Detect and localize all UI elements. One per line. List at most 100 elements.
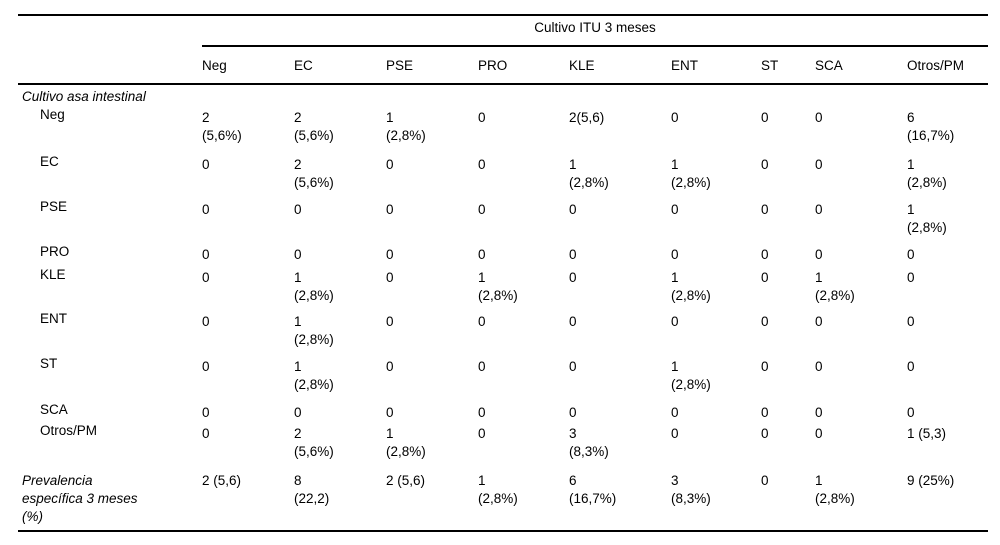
table-row-otros-pm: Otros/PM 0 2 (5,6%) 1 (2,8%) 0 3 (8,3%) … bbox=[18, 422, 988, 468]
table-cell: 0 bbox=[761, 270, 769, 285]
table-cell: 3 (8,3%) bbox=[569, 426, 609, 459]
table-cell: 1 (2,8%) bbox=[294, 359, 334, 392]
table-row-section: Cultivo asa intestinal bbox=[18, 84, 988, 106]
table-cell: 2 (5,6) bbox=[386, 473, 426, 488]
table-cell: 0 bbox=[569, 405, 577, 420]
table-cell bbox=[294, 84, 386, 106]
row-label-sca: SCA bbox=[40, 402, 68, 417]
table-cell: 0 bbox=[294, 247, 302, 262]
column-header-st: ST bbox=[761, 46, 815, 85]
table-cell: 0 bbox=[761, 247, 769, 262]
column-header-sca: SCA bbox=[815, 46, 907, 85]
table-cell: 0 bbox=[815, 157, 823, 172]
table-cell: 0 bbox=[478, 202, 486, 217]
table-cell: 6 (16,7%) bbox=[569, 473, 617, 506]
table-cell: 0 bbox=[761, 157, 769, 172]
table-cell: 1 (2,8%) bbox=[907, 157, 947, 190]
table-cell: 0 bbox=[478, 247, 486, 262]
header-empty-cell bbox=[18, 46, 202, 85]
table-cell: 0 bbox=[671, 405, 679, 420]
table-row-ec: EC 0 2 (5,6%) 0 0 1 (2,8%) 1 (2,8%) 0 0 … bbox=[18, 153, 988, 198]
table-cell: 0 bbox=[815, 247, 823, 262]
table-cell: 0 bbox=[202, 314, 210, 329]
row-label-kle: KLE bbox=[40, 267, 66, 282]
table-row-prevalencia: Prevalencia específica 3 meses (%) 2 (5,… bbox=[18, 468, 988, 531]
table-cell: 0 bbox=[671, 202, 679, 217]
table-cell: 0 bbox=[761, 202, 769, 217]
table-cell: 0 bbox=[907, 359, 915, 374]
table-cell: 1 (2,8%) bbox=[569, 157, 609, 190]
table-cell bbox=[202, 84, 294, 106]
table-cell: 0 bbox=[569, 314, 577, 329]
table-cell bbox=[386, 84, 478, 106]
table-cell bbox=[761, 84, 815, 106]
table-row-ent: ENT 0 1 (2,8%) 0 0 0 0 0 0 0 bbox=[18, 310, 988, 355]
table-cell: 1 (5,3) bbox=[907, 426, 947, 441]
table-cell: 0 bbox=[907, 314, 915, 329]
table-cell: 1 (2,8%) bbox=[815, 473, 855, 506]
table-cell: 1 (2,8%) bbox=[478, 270, 518, 303]
table-cell: 1 (2,8%) bbox=[386, 426, 426, 459]
table-cell: 0 bbox=[907, 405, 915, 420]
table-cell: 0 bbox=[761, 473, 769, 488]
spanner-row: Cultivo ITU 3 meses bbox=[18, 15, 989, 47]
column-header-pro: PRO bbox=[478, 46, 569, 85]
table-cell: 0 bbox=[386, 270, 394, 285]
table-cell: 0 bbox=[569, 270, 577, 285]
table-cell: 0 bbox=[761, 110, 769, 125]
table-cell: 0 bbox=[386, 314, 394, 329]
column-header-otros-pm: Otros/PM bbox=[907, 46, 989, 85]
table-cell: 0 bbox=[671, 426, 679, 441]
table-cell bbox=[478, 84, 569, 106]
table-cell: 0 bbox=[815, 110, 823, 125]
table-cell: 1 (2,8%) bbox=[907, 202, 947, 235]
table-cell: 0 bbox=[815, 405, 823, 420]
column-header-kle: KLE bbox=[569, 46, 671, 85]
table-row-kle: KLE 0 1 (2,8%) 0 1 (2,8%) 0 1 (2,8%) 0 1… bbox=[18, 266, 988, 310]
table-cell: 0 bbox=[815, 314, 823, 329]
row-label-pro: PRO bbox=[40, 244, 70, 259]
column-header-ent: ENT bbox=[671, 46, 761, 85]
table-row-pro: PRO 0 0 0 0 0 0 0 0 0 bbox=[18, 243, 988, 266]
table-cell: 0 bbox=[815, 359, 823, 374]
table-cell: 0 bbox=[761, 359, 769, 374]
table-cell: 2 (5,6%) bbox=[294, 110, 334, 143]
table-cell: 0 bbox=[907, 247, 915, 262]
table-cell: 0 bbox=[202, 359, 210, 374]
table-cell: 0 bbox=[671, 247, 679, 262]
row-label-pse: PSE bbox=[40, 199, 68, 214]
table-cell: 8 (22,2) bbox=[294, 473, 330, 506]
table-cell: 1 (2,8%) bbox=[478, 473, 518, 506]
table-cell: 0 bbox=[569, 247, 577, 262]
table-cell: 1 (2,8%) bbox=[815, 270, 855, 303]
table-cell bbox=[671, 84, 761, 106]
table-cell: 0 bbox=[294, 202, 302, 217]
table-cell: 0 bbox=[202, 405, 210, 420]
table-row-st: ST 0 1 (2,8%) 0 0 0 1 (2,8%) 0 0 0 bbox=[18, 355, 988, 401]
table-cell: 2 (5,6%) bbox=[202, 110, 242, 143]
table-cell: 0 bbox=[907, 270, 915, 285]
row-label-cultivo-asa-intestinal: Cultivo asa intestinal bbox=[22, 89, 146, 104]
table-cell: 0 bbox=[386, 405, 394, 420]
table-cell: 0 bbox=[569, 359, 577, 374]
table-cell: 3 (8,3%) bbox=[671, 473, 711, 506]
table-cell: 0 bbox=[386, 247, 394, 262]
table-cell: 0 bbox=[478, 405, 486, 420]
table-cell: 0 bbox=[761, 426, 769, 441]
table-cell: 0 bbox=[202, 157, 210, 172]
table-cell: 1 (2,8%) bbox=[294, 314, 334, 347]
table-cell: 0 bbox=[478, 426, 486, 441]
table-cell: 0 bbox=[478, 110, 486, 125]
table-cell: 1 (2,8%) bbox=[386, 110, 426, 143]
table-cell: 0 bbox=[386, 157, 394, 172]
column-header-pse: PSE bbox=[386, 46, 478, 85]
table-row-sca: SCA 0 0 0 0 0 0 0 0 0 bbox=[18, 401, 988, 422]
row-label-ent: ENT bbox=[40, 311, 67, 326]
cross-tabulation-table: Cultivo ITU 3 meses Neg EC PSE PRO KLE E… bbox=[18, 14, 989, 532]
column-header-ec: EC bbox=[294, 46, 386, 85]
table-cell: 0 bbox=[671, 110, 679, 125]
row-label-neg: Neg bbox=[40, 107, 65, 122]
table-cell: 0 bbox=[386, 202, 394, 217]
table-cell: 0 bbox=[761, 405, 769, 420]
table-cell: 0 bbox=[815, 426, 823, 441]
